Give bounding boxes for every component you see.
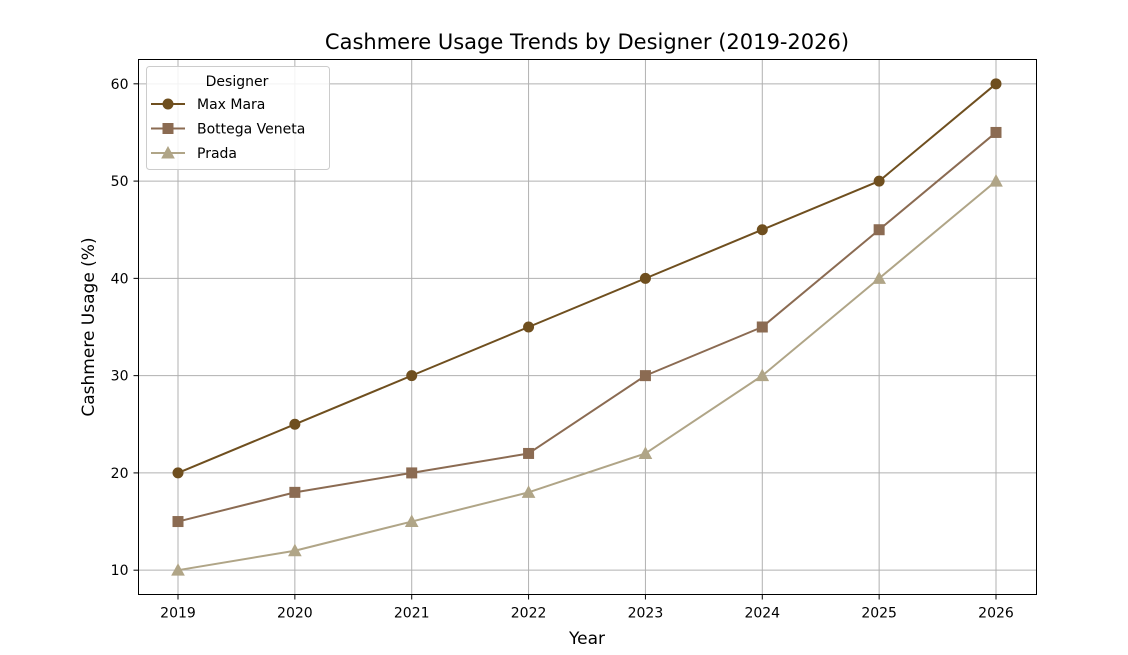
data-point-max-mara <box>639 272 651 284</box>
y-axis: 10 20 30 40 50 60 <box>111 77 139 579</box>
x-tick-label: 2024 <box>744 606 780 622</box>
data-point-prada <box>521 485 536 498</box>
data-point-bottega-veneta <box>523 447 535 459</box>
legend-item-prada: Prada <box>151 145 237 162</box>
data-point-max-mara <box>756 224 768 236</box>
data-point-bottega-veneta <box>990 126 1002 138</box>
x-tick-label: 2020 <box>277 606 313 622</box>
data-point-prada <box>171 563 185 576</box>
legend-marker <box>162 98 174 110</box>
x-axis: 2019 2020 2021 2022 2023 2024 2025 2026 <box>160 594 1014 622</box>
data-point-prada <box>989 174 1003 187</box>
data-point-prada <box>288 543 302 557</box>
data-point-max-mara <box>406 370 418 382</box>
y-tick-label: 40 <box>111 271 129 287</box>
x-tick-label: 2021 <box>394 606 430 622</box>
y-tick-label: 10 <box>111 563 129 579</box>
y-tick-label: 60 <box>111 77 129 93</box>
data-point-bottega-veneta <box>172 516 184 528</box>
data-point-bottega-veneta <box>873 224 885 236</box>
y-axis-title: Cashmere Usage (%) <box>79 237 99 416</box>
legend-label: Bottega Veneta <box>197 122 305 138</box>
data-point-prada <box>872 271 886 284</box>
x-tick-label: 2022 <box>511 606 547 622</box>
chart-title: Cashmere Usage Trends by Designer (2019-… <box>325 30 849 54</box>
x-axis-title: Year <box>568 629 605 649</box>
series-prada <box>171 174 1003 576</box>
data-point-max-mara <box>990 78 1002 90</box>
data-point-prada <box>404 514 419 528</box>
legend-marker <box>162 123 174 134</box>
legend-item-bottega-veneta: Bottega Veneta <box>151 122 305 138</box>
data-point-prada <box>755 368 770 382</box>
plot-frame <box>138 59 1037 595</box>
legend-box <box>146 66 330 170</box>
legend: Designer Max Mara Bottega Veneta Prada <box>146 66 330 170</box>
legend-item-max-mara: Max Mara <box>151 97 265 113</box>
y-tick-label: 20 <box>111 466 129 482</box>
x-tick-label: 2019 <box>160 606 196 622</box>
y-tick-label: 50 <box>111 174 129 190</box>
legend-items: Max Mara Bottega Veneta Prada <box>151 97 305 162</box>
data-point-max-mara <box>172 467 184 479</box>
x-tick-label: 2025 <box>861 606 897 622</box>
data-point-max-mara <box>523 321 535 333</box>
data-point-prada <box>638 446 653 459</box>
series-layer <box>171 78 1003 576</box>
y-tick-label: 30 <box>111 369 129 385</box>
legend-title: Designer <box>206 74 269 90</box>
series-line-max-mara <box>177 83 997 474</box>
data-point-bottega-veneta <box>639 370 651 382</box>
data-point-max-mara <box>289 418 301 430</box>
series-line-bottega-veneta <box>177 131 997 523</box>
data-point-max-mara <box>873 175 885 187</box>
series-line-prada <box>177 180 997 572</box>
data-point-bottega-veneta <box>756 321 768 333</box>
legend-label: Max Mara <box>197 97 265 113</box>
data-point-bottega-veneta <box>289 486 301 498</box>
data-point-bottega-veneta <box>406 467 418 479</box>
series-bottega-veneta <box>172 126 1002 528</box>
legend-label: Prada <box>197 146 237 162</box>
x-tick-label: 2023 <box>628 606 664 622</box>
x-tick-label: 2026 <box>978 606 1014 622</box>
series-max-mara <box>172 78 1002 479</box>
legend-marker <box>161 145 175 159</box>
